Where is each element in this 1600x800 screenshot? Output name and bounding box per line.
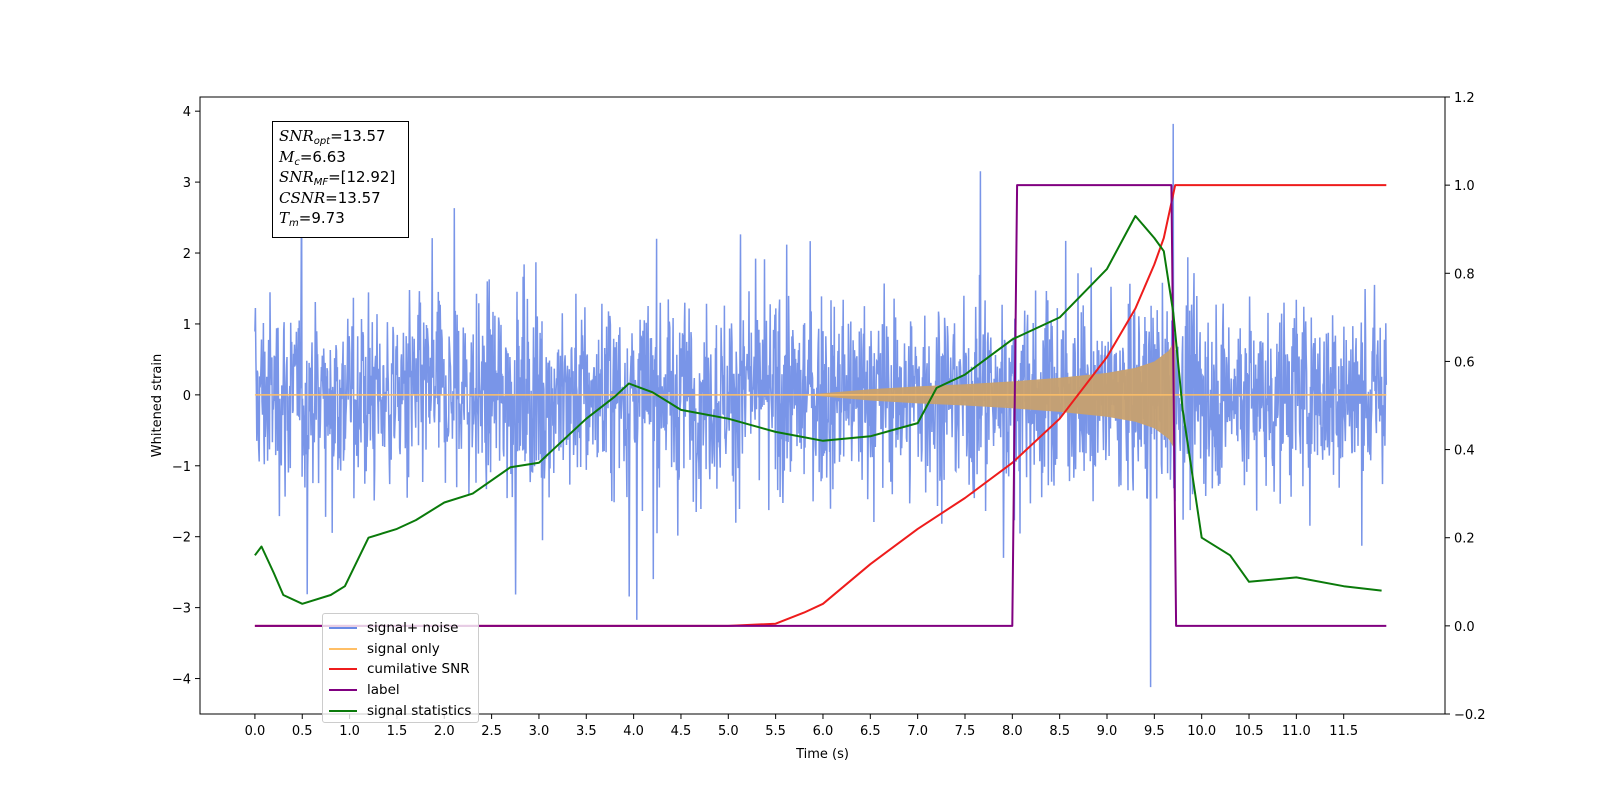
- x-tick-label: 3.0: [529, 724, 550, 739]
- legend-swatch: [329, 627, 357, 630]
- y-tick-label-right: 0.0: [1454, 620, 1475, 635]
- y-axis-label: Whitened strain: [150, 354, 165, 457]
- y-tick-label-right: 0.6: [1454, 355, 1475, 370]
- line-series: [254, 184, 1387, 627]
- info-row: SNRMF=[12.92]: [279, 167, 408, 188]
- info-row: CSNR=13.57: [279, 188, 408, 209]
- legend-item: signal+ noise: [329, 618, 478, 639]
- x-tick-label: 3.5: [576, 724, 597, 739]
- y-axis-left: 4 3 2 1 0 −1 −2 −3 −4: [172, 105, 200, 688]
- x-tick-label: 10.5: [1235, 724, 1264, 739]
- y-tick-label-left: −2: [172, 531, 191, 546]
- x-tick-label: 5.0: [718, 724, 739, 739]
- x-tick-label: 11.5: [1329, 724, 1358, 739]
- y-tick-label-left: 0: [183, 389, 191, 404]
- legend-label: cumilative SNR: [367, 661, 470, 678]
- y-tick-label-right: 1.0: [1454, 179, 1475, 194]
- info-symbol: SNR: [279, 127, 314, 145]
- y-tick-label-left: −4: [172, 673, 191, 688]
- info-value: =[12.92]: [328, 168, 396, 186]
- x-axis: 0.0 0.5 1.0 1.5 2.0 2.5 3.0 3.5 4.0 4.5 5.0 5.5 6.0 6…: [245, 714, 1358, 739]
- info-subscript: opt: [313, 136, 331, 147]
- x-tick-label: 1.0: [339, 724, 360, 739]
- legend-label: signal only: [367, 640, 440, 657]
- y-tick-label-left: −1: [172, 460, 191, 475]
- legend-label: signal statistics: [367, 702, 472, 719]
- info-value: =9.73: [298, 209, 345, 227]
- info-value: =6.63: [299, 147, 346, 166]
- y-axis-right: 1.2 1.0 0.8 0.6 0.4 0.2 0.0 −0.2: [1445, 91, 1486, 723]
- y-tick-label-left: 1: [183, 318, 191, 333]
- x-tick-label: 9.0: [1097, 724, 1118, 739]
- info-symbol: T: [279, 209, 290, 227]
- x-tick-label: 6.5: [860, 724, 881, 739]
- legend-item: signal statistics: [329, 700, 478, 721]
- plot-area: [254, 123, 1388, 688]
- legend-swatch: [329, 668, 357, 671]
- y-tick-label-left: 2: [183, 247, 191, 262]
- legend-swatch: [329, 647, 357, 650]
- x-tick-label: 0.5: [292, 724, 313, 739]
- info-subscript: m: [289, 218, 299, 229]
- x-tick-label: 7.5: [955, 724, 976, 739]
- info-value: =13.57: [330, 127, 386, 145]
- legend-swatch: [329, 709, 357, 712]
- x-tick-label: 2.0: [434, 724, 455, 739]
- y-tick-label-right: −0.2: [1454, 708, 1486, 723]
- y-tick-label-right: 0.2: [1454, 532, 1475, 547]
- x-tick-label: 2.5: [481, 724, 502, 739]
- legend-swatch: [329, 689, 357, 692]
- noise-line: [254, 123, 1388, 688]
- signal-only-series: [254, 339, 1387, 451]
- legend-label: signal+ noise: [367, 620, 459, 637]
- info-symbol: M: [279, 147, 295, 166]
- x-tick-label: 5.5: [765, 724, 786, 739]
- legend-label: label: [367, 682, 400, 699]
- info-symbol: SNR: [279, 168, 314, 186]
- y-tick-label-right: 0.4: [1454, 444, 1475, 459]
- label-line: [254, 184, 1387, 627]
- noise-series: [254, 123, 1388, 688]
- legend: signal+ noise signal only cumilative SNR la…: [322, 613, 479, 723]
- cumulative-snr-line: [254, 184, 1387, 627]
- x-tick-label: 6.0: [813, 724, 834, 739]
- info-box: SNRopt=13.57 Mc=6.63 SNRMF=[12.92] CSNR=13.…: [272, 121, 409, 238]
- info-value: =13.57: [325, 188, 381, 207]
- x-tick-label: 9.5: [1144, 724, 1165, 739]
- info-row: Tm=9.73: [279, 208, 408, 229]
- x-tick-label: 1.5: [387, 724, 408, 739]
- info-row: SNRopt=13.57: [279, 126, 408, 147]
- x-tick-label: 0.0: [245, 724, 266, 739]
- y-tick-label-left: −3: [172, 602, 191, 617]
- x-tick-label: 7.0: [907, 724, 928, 739]
- x-tick-label: 10.0: [1187, 724, 1216, 739]
- legend-item: label: [329, 680, 478, 701]
- legend-item: signal only: [329, 639, 478, 660]
- x-tick-label: 4.5: [671, 724, 692, 739]
- y-tick-label-left: 4: [183, 105, 191, 120]
- info-row: Mc=6.63: [279, 147, 408, 168]
- signal-statistics-line: [254, 215, 1382, 605]
- x-tick-label: 4.0: [623, 724, 644, 739]
- legend-item: cumilative SNR: [329, 659, 478, 680]
- x-tick-label: 8.5: [1049, 724, 1070, 739]
- info-subscript: MF: [313, 177, 329, 188]
- y-tick-label-left: 3: [183, 176, 191, 191]
- y-tick-label-right: 0.8: [1454, 267, 1475, 282]
- x-axis-label: Time (s): [795, 747, 849, 762]
- info-symbol: CSNR: [279, 188, 326, 207]
- y-tick-label-right: 1.2: [1454, 91, 1475, 106]
- x-tick-label: 11.0: [1282, 724, 1311, 739]
- info-subscript: c: [294, 156, 300, 168]
- x-tick-label: 8.0: [1002, 724, 1023, 739]
